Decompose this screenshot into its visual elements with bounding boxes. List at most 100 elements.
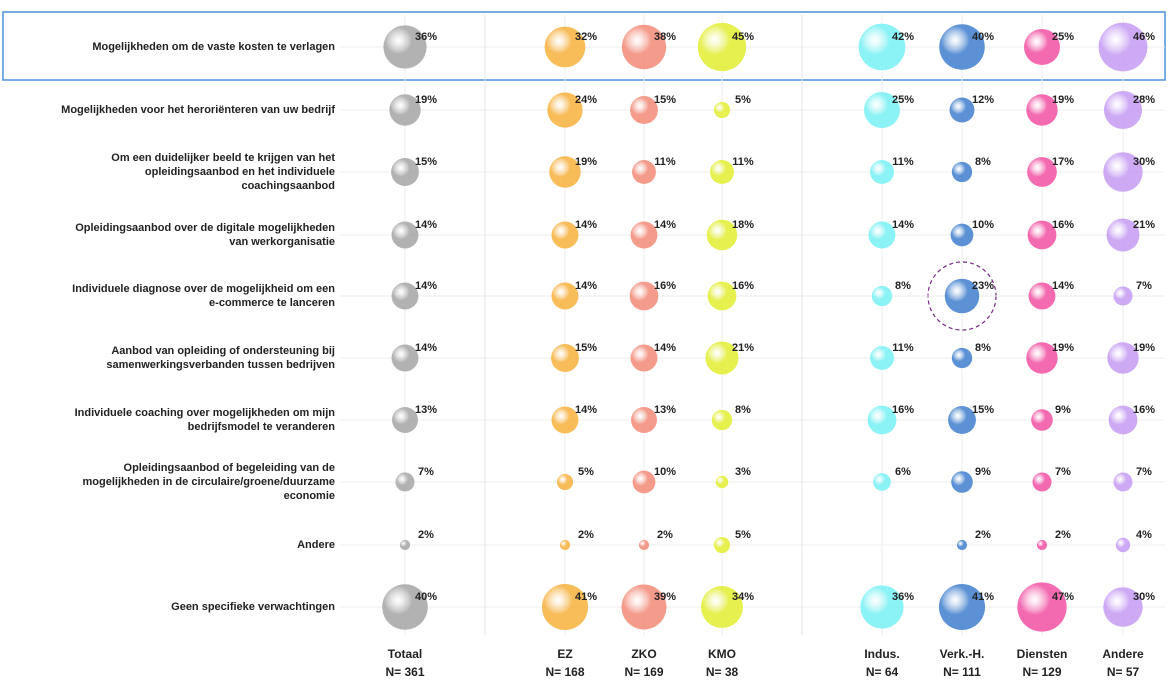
column-n: N= 169 (624, 665, 663, 679)
column-label: EZ (557, 647, 572, 661)
column-label: Diensten (1017, 647, 1068, 661)
bubble (630, 96, 658, 124)
bubble (860, 585, 904, 629)
bubble (383, 25, 427, 69)
bubble (1031, 409, 1053, 431)
value-label: 15% (575, 342, 597, 354)
value-label: 9% (975, 466, 991, 478)
bubble (632, 160, 656, 184)
value-label: 13% (415, 404, 437, 416)
bubble (701, 586, 743, 628)
value-label: 2% (975, 529, 991, 541)
value-label: 14% (654, 219, 676, 231)
bubble (391, 221, 419, 249)
bubble (873, 473, 891, 491)
value-label: 11% (654, 156, 676, 168)
value-label: 30% (1133, 156, 1155, 168)
value-label: 5% (735, 529, 751, 541)
value-label: 16% (654, 280, 676, 292)
value-label: 7% (1136, 280, 1152, 292)
value-label: 7% (418, 466, 434, 478)
value-label: 15% (972, 404, 994, 416)
value-label: 47% (1052, 591, 1074, 603)
value-label: 16% (892, 404, 914, 416)
bubble (1027, 157, 1057, 187)
value-label: 15% (654, 94, 676, 106)
column-n: N= 38 (706, 665, 739, 679)
bubble (392, 407, 418, 433)
bubble (1113, 286, 1133, 306)
value-label: 19% (415, 94, 437, 106)
bubble (638, 539, 650, 551)
bubble (715, 475, 729, 489)
row-label: Geen specifieke verwachtingen (171, 601, 335, 613)
bubble (556, 473, 574, 491)
bubble (1108, 405, 1138, 435)
value-label: 8% (895, 280, 911, 292)
bubble (544, 26, 586, 68)
value-label: 25% (1052, 31, 1074, 43)
value-label: 11% (732, 156, 754, 168)
bubble (1103, 90, 1143, 130)
value-label: 10% (972, 219, 994, 231)
bubble (547, 92, 583, 128)
bubble (707, 281, 737, 311)
bubble (713, 101, 731, 119)
value-label: 11% (892, 156, 914, 168)
value-label: 39% (654, 591, 676, 603)
value-label: 14% (654, 342, 676, 354)
value-label: 21% (1133, 219, 1155, 231)
value-label: 16% (732, 280, 754, 292)
value-label: 14% (415, 219, 437, 231)
bubble (705, 341, 739, 375)
value-label: 46% (1133, 31, 1155, 43)
row-label: Andere (297, 539, 335, 551)
value-label: 23% (972, 280, 994, 292)
bubble (706, 219, 738, 251)
row-label: Opleidingsaanbod of begeleiding van de m… (82, 462, 335, 502)
bubble (621, 24, 667, 70)
bubble (391, 158, 419, 186)
value-label: 7% (1055, 466, 1071, 478)
bubble (389, 94, 421, 126)
value-label: 14% (892, 219, 914, 231)
column-label: KMO (708, 647, 736, 661)
column-n: N= 129 (1022, 665, 1061, 679)
row-label: Om een duidelijker beeld te krijgen van … (111, 152, 335, 192)
value-label: 2% (418, 529, 434, 541)
value-label: 8% (975, 156, 991, 168)
value-label: 10% (654, 466, 676, 478)
row-label: Opleidingsaanbod over de digitale mogeli… (75, 222, 335, 248)
row-label: Mogelijkheden om de vaste kosten te verl… (92, 41, 335, 53)
value-label: 30% (1133, 591, 1155, 603)
value-label: 2% (578, 529, 594, 541)
bubble (951, 471, 973, 493)
bubble (1103, 152, 1143, 192)
bubble (551, 406, 579, 434)
bubble (1024, 29, 1060, 65)
bubble (944, 278, 980, 314)
value-label: 19% (1052, 342, 1074, 354)
bubble (629, 281, 659, 311)
bubble (1017, 582, 1067, 632)
value-label: 36% (415, 31, 437, 43)
bubble (871, 285, 893, 307)
value-label: 25% (892, 94, 914, 106)
row-label: Mogelijkheden voor het heroriënteren van… (61, 104, 335, 116)
value-label: 6% (895, 466, 911, 478)
value-label: 36% (892, 591, 914, 603)
bubble (382, 584, 428, 630)
column-n: N= 64 (866, 665, 899, 679)
row-label: Aanbod van opleiding of ondersteuning bi… (106, 345, 335, 371)
bubble (630, 344, 658, 372)
bubble (1028, 282, 1056, 310)
value-label: 42% (892, 31, 914, 43)
bubble (938, 583, 986, 631)
value-label: 19% (1052, 94, 1074, 106)
bubble (630, 221, 658, 249)
bubble (551, 282, 579, 310)
value-label: 18% (732, 219, 754, 231)
value-label: 3% (735, 466, 751, 478)
